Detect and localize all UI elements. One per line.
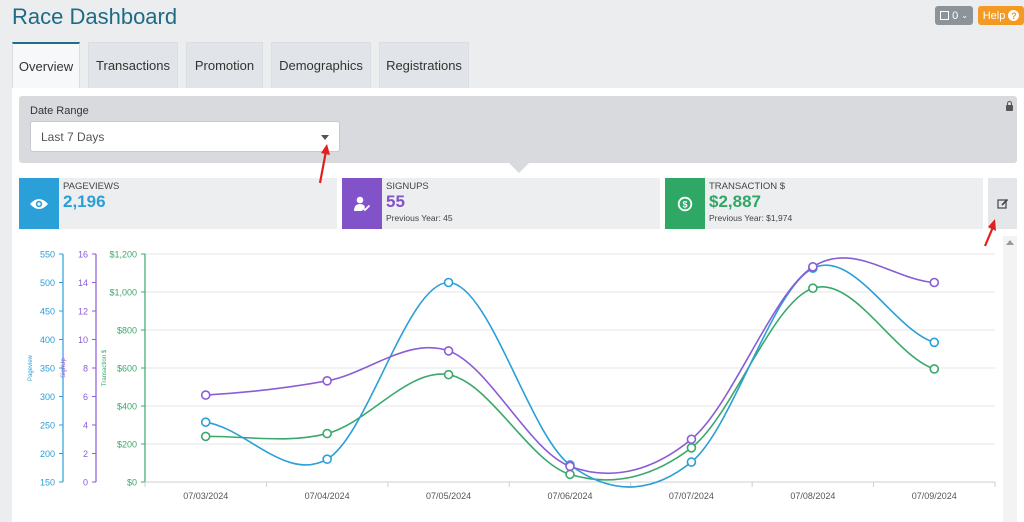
question-icon: ? — [1008, 10, 1020, 21]
signups-tick-label: 2 — [83, 449, 88, 459]
tab-transactions[interactable]: Transactions — [88, 42, 178, 88]
date-filter-panel: Date Range Last 7 Days — [19, 96, 1017, 173]
notifications-button[interactable]: 0 ⌄ — [935, 6, 973, 25]
signups-point — [808, 262, 818, 272]
transactions-point — [443, 369, 454, 380]
x-tick-label: 07/06/2024 — [547, 491, 592, 501]
signups-previous-year: Previous Year: 45 — [386, 213, 453, 223]
annotation-arrow-dropdown — [318, 144, 330, 184]
transactions-value: $2,887 — [709, 192, 761, 211]
scroll-up-icon[interactable] — [1006, 240, 1014, 245]
pageviews-tick-label: 550 — [40, 250, 55, 260]
tab-demographics[interactable]: Demographics — [271, 42, 371, 88]
tab-registrations[interactable]: Registrations — [379, 42, 469, 88]
pageviews-tick-label: 300 — [40, 392, 55, 402]
tab-promotion[interactable]: Promotion — [186, 42, 263, 88]
pageviews-point — [322, 454, 332, 464]
notifications-count: 0 — [952, 9, 959, 22]
chevron-down-icon: ⌄ — [961, 11, 968, 20]
tab-bar: Overview Transactions Promotion Demograp… — [12, 42, 469, 88]
help-label: Help — [982, 9, 1006, 22]
pageviews-series-line — [205, 264, 935, 488]
signups-tick-label: 6 — [83, 392, 88, 402]
pageviews-card: PAGEVIEWS 2,196 — [19, 178, 337, 229]
signups-point — [443, 346, 454, 356]
signups-series-line — [205, 257, 935, 475]
signups-tick-label: 14 — [78, 278, 88, 288]
line-chart: 150 200 250 300 350 400 450 500 550 Pageview 0 2 4 6 8… — [28, 250, 996, 501]
transactions-point — [322, 428, 332, 439]
pageviews-tick-label: 450 — [40, 307, 55, 317]
date-range-value: Last 7 Days — [41, 129, 105, 144]
x-tick-label: 07/09/2024 — [912, 491, 957, 501]
panel-caret — [509, 163, 529, 173]
x-tick-label: 07/07/2024 — [669, 491, 714, 501]
transactions-tick-label: $400 — [117, 402, 137, 412]
signups-tick-label: 4 — [83, 421, 88, 431]
signups-point — [686, 434, 697, 445]
user-check-icon — [342, 178, 382, 229]
pageviews-point — [686, 457, 697, 467]
transactions-point — [929, 364, 940, 374]
transactions-tick-label: $200 — [117, 440, 137, 450]
pageviews-tick-label: 150 — [40, 478, 55, 488]
edit-button[interactable] — [988, 178, 1017, 229]
transactions-point — [808, 283, 818, 294]
transactions-tick-label: $800 — [117, 326, 137, 336]
pageviews-tick-label: 400 — [40, 335, 55, 345]
signups-label: SIGNUPS — [386, 181, 429, 192]
signups-tick-label: 12 — [78, 307, 88, 317]
pageviews-tick-label: 500 — [40, 278, 55, 288]
svg-text:$: $ — [682, 199, 687, 209]
signups-tick-label: 16 — [78, 250, 88, 260]
annotation-arrow-edit — [983, 219, 996, 247]
transactions-point — [686, 443, 697, 453]
tab-overview[interactable]: Overview — [12, 42, 80, 88]
scrollbar[interactable] — [1003, 236, 1017, 522]
inbox-icon — [940, 11, 950, 20]
transactions-label: TRANSACTION $ — [709, 181, 786, 192]
date-range-select[interactable]: Last 7 Days — [30, 121, 340, 152]
help-button[interactable]: Help ? — [978, 6, 1024, 25]
transactions-point — [200, 431, 211, 442]
transactions-tick-label: $600 — [117, 364, 137, 374]
pageviews-point — [200, 417, 211, 427]
signups-point — [929, 277, 940, 288]
date-range-label: Date Range — [30, 105, 89, 117]
signups-value: 55 — [386, 192, 405, 211]
dollar-coin-icon: $ — [665, 178, 705, 229]
transactions-tick-label: $0 — [127, 478, 137, 488]
page-title: Race Dashboard — [12, 4, 178, 29]
pageviews-label: PAGEVIEWS — [63, 181, 120, 192]
lock-icon[interactable] — [1006, 101, 1013, 111]
transactions-axis-label: Transaction $ — [102, 349, 108, 386]
signups-axis-label: SignUp — [61, 358, 67, 378]
signups-point — [565, 461, 575, 472]
transactions-previous-year: Previous Year: $1,974 — [709, 213, 793, 223]
x-tick-label: 07/04/2024 — [305, 491, 350, 501]
transactions-tick-label: $1,000 — [109, 288, 137, 298]
pageviews-value: 2,196 — [63, 192, 106, 211]
edit-icon — [996, 198, 1008, 209]
signups-card: SIGNUPS 55 Previous Year: 45 — [342, 178, 660, 229]
pageviews-point — [929, 337, 940, 348]
eye-icon — [19, 178, 59, 229]
transactions-card: $ TRANSACTION $ $2,887 Previous Year: $1… — [665, 178, 983, 229]
signups-point — [200, 390, 211, 400]
signups-tick-label: 8 — [83, 364, 88, 374]
transactions-tick-label: $1,200 — [109, 250, 137, 260]
signups-tick-label: 10 — [78, 335, 88, 345]
dropdown-arrow-icon — [321, 135, 329, 140]
pageviews-tick-label: 200 — [40, 449, 55, 459]
signups-point — [322, 376, 332, 386]
x-tick-label: 07/03/2024 — [183, 491, 228, 501]
transactions-point — [565, 469, 575, 480]
x-tick-label: 07/08/2024 — [790, 491, 835, 501]
x-tick-label: 07/05/2024 — [426, 491, 471, 501]
pageviews-tick-label: 350 — [40, 364, 55, 374]
pageviews-tick-label: 250 — [40, 421, 55, 431]
signups-tick-label: 0 — [83, 478, 88, 488]
pageviews-axis-label: Pageview — [28, 354, 34, 381]
pageviews-point — [443, 277, 454, 288]
